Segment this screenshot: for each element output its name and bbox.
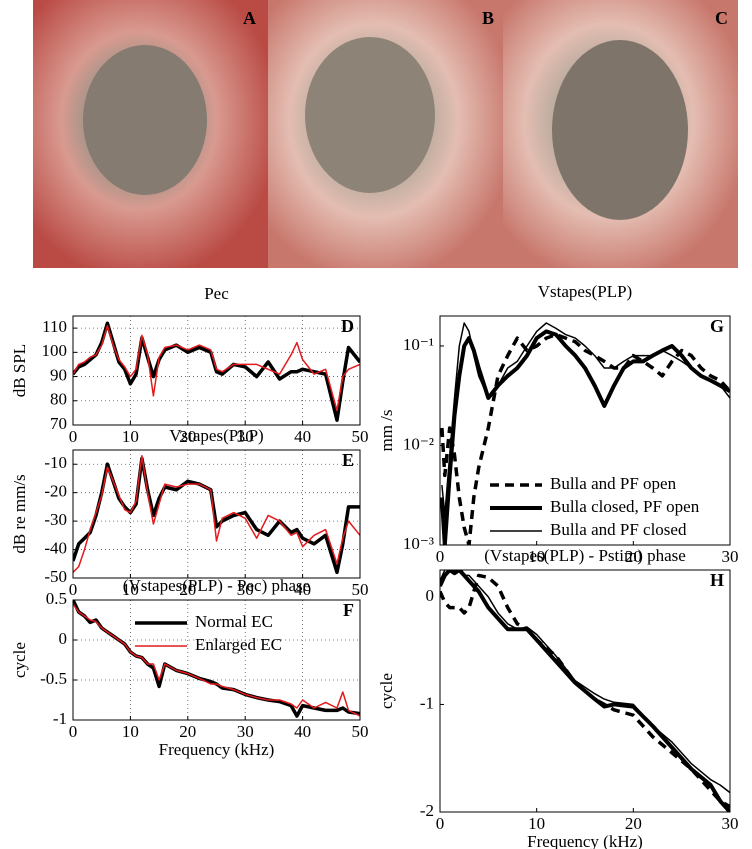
x-tick-label: 20 bbox=[625, 547, 642, 566]
axes-frame bbox=[72, 449, 361, 579]
x-tick-label: 30 bbox=[722, 547, 739, 566]
x-tick-label: 0 bbox=[436, 547, 445, 566]
series-line bbox=[73, 321, 360, 422]
x-tick-label: 0 bbox=[69, 722, 78, 741]
x-tick-label: 20 bbox=[179, 580, 196, 599]
photo-label: B bbox=[482, 8, 494, 28]
y-tick-label: 0 bbox=[426, 586, 435, 605]
x-tick-label: 20 bbox=[179, 722, 196, 741]
chart-title: Vstapes(PLP) bbox=[169, 426, 263, 445]
photo-b: B bbox=[268, 0, 503, 268]
y-tick-label: 10⁻³ bbox=[403, 534, 434, 553]
chart-title: (Vstapes(PLP) - Pec) phase bbox=[123, 576, 310, 595]
y-tick-label: 110 bbox=[42, 317, 67, 336]
plot-area bbox=[73, 450, 360, 578]
photo-c: C bbox=[503, 0, 738, 268]
x-tick-label: 30 bbox=[237, 580, 254, 599]
y-tick-label: -2 bbox=[420, 801, 434, 820]
axes-frame bbox=[439, 569, 731, 813]
y-axis-label: dB re mm/s bbox=[10, 474, 29, 553]
x-tick-label: 50 bbox=[352, 427, 369, 446]
series-line bbox=[73, 456, 360, 575]
x-tick-label: 0 bbox=[69, 580, 78, 599]
y-axis-label: cycle bbox=[377, 673, 396, 709]
axes-frame bbox=[72, 315, 361, 426]
x-tick-label: 10 bbox=[122, 580, 139, 599]
photo-label: A bbox=[243, 8, 256, 28]
y-tick-label: -1 bbox=[53, 709, 67, 728]
chart-title: Pec bbox=[204, 284, 229, 303]
axes-frame bbox=[439, 315, 731, 546]
series-line bbox=[73, 454, 360, 573]
x-tick-label: 40 bbox=[294, 427, 311, 446]
chart-title: (Vstapes(PLP) - Pstim) phase bbox=[484, 546, 686, 565]
series-line bbox=[440, 570, 730, 812]
y-tick-label: 90 bbox=[50, 365, 67, 384]
y-tick-label: 10⁻¹ bbox=[403, 335, 434, 354]
series-line bbox=[73, 324, 360, 412]
x-tick-label: 50 bbox=[352, 722, 369, 741]
y-tick-label: 70 bbox=[50, 414, 67, 433]
x-tick-label: 10 bbox=[528, 814, 545, 833]
x-axis-label: Frequency (kHz) bbox=[527, 832, 643, 849]
panel-label: D bbox=[341, 316, 354, 336]
x-tick-label: 40 bbox=[294, 722, 311, 741]
x-tick-label: 30 bbox=[722, 814, 739, 833]
x-tick-label: 10 bbox=[528, 547, 545, 566]
axes-frame bbox=[72, 599, 361, 721]
y-tick-label: -0.5 bbox=[40, 669, 67, 688]
x-tick-label: 30 bbox=[237, 427, 254, 446]
panel-label: H bbox=[710, 570, 724, 590]
x-tick-label: 10 bbox=[122, 427, 139, 446]
y-tick-label: -20 bbox=[44, 482, 67, 501]
legend-label: Enlarged EC bbox=[195, 635, 282, 654]
y-tick-label: -50 bbox=[44, 567, 67, 586]
x-tick-label: 20 bbox=[179, 427, 196, 446]
y-axis-label: dB SPL bbox=[10, 344, 29, 397]
legend-label: Bulla closed, PF open bbox=[550, 497, 700, 516]
x-axis-label: Frequency (kHz) bbox=[159, 740, 275, 759]
y-tick-label: 80 bbox=[50, 390, 67, 409]
series-line bbox=[73, 603, 360, 717]
x-tick-label: 40 bbox=[294, 580, 311, 599]
legend-label: Bulla and PF open bbox=[550, 474, 677, 493]
plot-area bbox=[73, 600, 360, 720]
y-tick-label: 0.5 bbox=[46, 589, 67, 608]
series-line bbox=[440, 570, 730, 794]
series-line bbox=[440, 329, 730, 545]
panel-label: G bbox=[710, 316, 724, 336]
y-tick-label: -1 bbox=[420, 693, 434, 712]
panel-label: E bbox=[342, 450, 354, 470]
legend-label: Normal EC bbox=[195, 612, 273, 631]
photo-a: A bbox=[33, 0, 268, 268]
series-line bbox=[440, 332, 730, 545]
x-tick-label: 0 bbox=[69, 427, 78, 446]
photo-label: C bbox=[715, 8, 728, 28]
y-axis-label: cycle bbox=[10, 642, 29, 678]
x-tick-label: 10 bbox=[122, 722, 139, 741]
panel-label: F bbox=[343, 600, 354, 620]
x-tick-label: 0 bbox=[436, 814, 445, 833]
y-tick-label: 100 bbox=[42, 341, 68, 360]
y-axis-label: mm /s bbox=[377, 409, 396, 451]
chart-title: Vstapes(PLP) bbox=[538, 282, 632, 301]
y-tick-label: 0 bbox=[59, 629, 68, 648]
y-tick-label: 10⁻² bbox=[403, 434, 434, 453]
y-tick-label: -30 bbox=[44, 510, 67, 529]
x-tick-label: 30 bbox=[237, 722, 254, 741]
y-tick-label: -40 bbox=[44, 538, 67, 557]
x-tick-label: 20 bbox=[625, 814, 642, 833]
legend-label: Bulla and PF closed bbox=[550, 520, 687, 539]
y-tick-label: -10 bbox=[44, 453, 67, 472]
x-tick-label: 50 bbox=[352, 580, 369, 599]
series-line bbox=[441, 322, 730, 516]
